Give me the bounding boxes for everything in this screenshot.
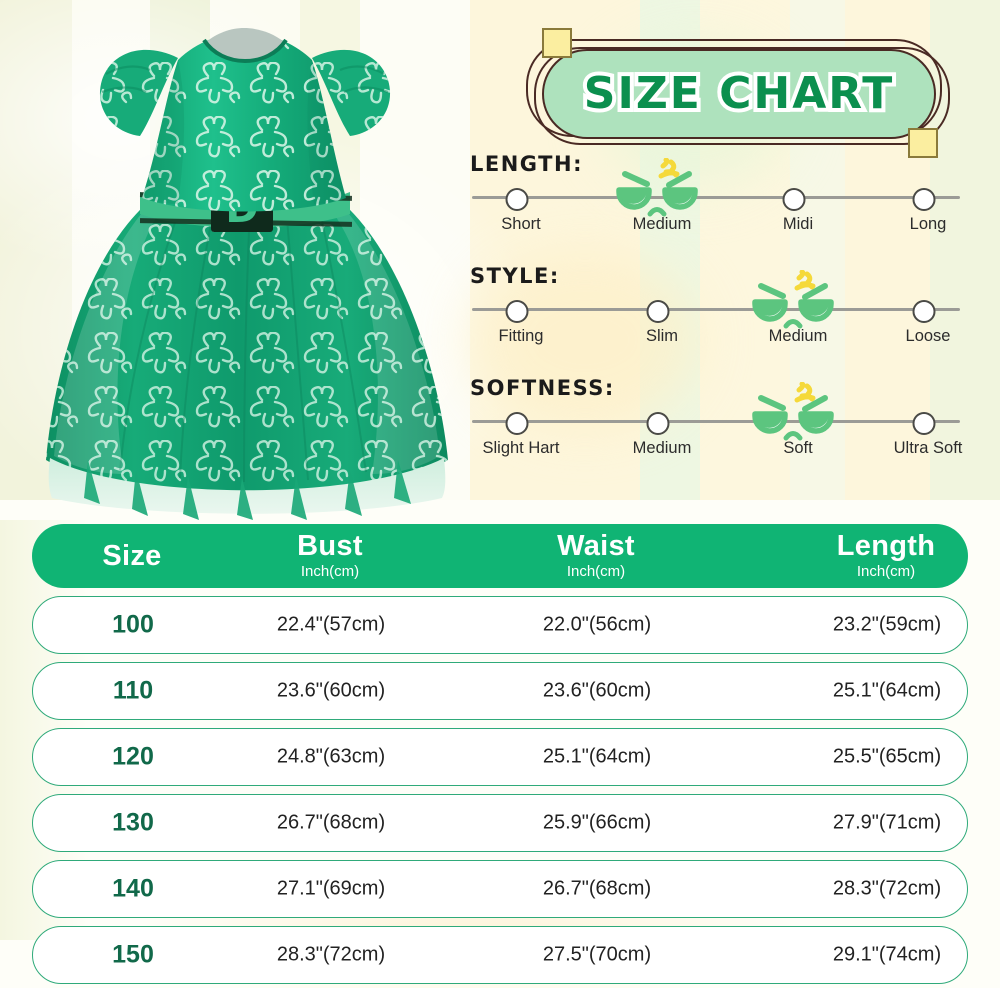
table-header-title: Size xyxy=(102,539,162,572)
cell-bust: 23.6"(60cm) xyxy=(276,679,386,702)
table-header-unit: Inch(cm) xyxy=(566,562,626,580)
length-slider-label-2[interactable]: Midi xyxy=(782,215,814,233)
cell-length: 25.1"(64cm) xyxy=(832,679,942,702)
style-slider-selected-marker[interactable] xyxy=(739,269,849,332)
style-slider-labels: Fitting Slim Medium Loose xyxy=(468,327,968,353)
softness-slider-dot-0[interactable] xyxy=(505,412,529,435)
softness-slider-labels: Slight Hart Medium Soft Ultra Soft xyxy=(468,439,968,465)
banner-corner-square-bottomright xyxy=(908,128,938,158)
cell-length: 29.1"(74cm) xyxy=(832,943,942,966)
cell-waist: 23.6"(60cm) xyxy=(542,679,652,702)
softness-slider[interactable]: SOFTNESS: Slight Hart Medium Soft Ultra Sof… xyxy=(468,376,968,488)
cell-bust: 27.1"(69cm) xyxy=(276,877,386,900)
table-row[interactable]: 150 28.3"(72cm) 27.5"(70cm) 29.1"(74cm) xyxy=(32,926,968,984)
cell-size: 100 xyxy=(112,610,154,639)
attribute-sliders: LENGTH: Short Medium Midi Long STYLE: xyxy=(468,152,968,512)
style-slider-label-1[interactable]: Slim xyxy=(645,327,679,345)
happy-face-icon xyxy=(616,157,698,217)
cell-length: 27.9"(71cm) xyxy=(832,811,942,834)
length-slider-label-1[interactable]: Medium xyxy=(632,215,692,233)
style-slider-label-3[interactable]: Loose xyxy=(905,327,951,345)
softness-slider-track[interactable] xyxy=(472,381,960,441)
style-slider[interactable]: STYLE: Fitting Slim Medium Loose xyxy=(468,264,968,376)
length-slider-dot-0[interactable] xyxy=(505,188,529,211)
softness-slider-label-1[interactable]: Medium xyxy=(632,439,692,457)
table-header-waist: Waist Inch(cm) xyxy=(557,531,635,580)
softness-slider-label-3[interactable]: Ultra Soft xyxy=(893,439,963,457)
cell-bust: 26.7"(68cm) xyxy=(276,811,386,834)
happy-face-icon xyxy=(752,381,834,441)
length-slider[interactable]: LENGTH: Short Medium Midi Long xyxy=(468,152,968,264)
banner-title-text: SIZE CHART xyxy=(584,68,894,119)
style-slider-track-line xyxy=(472,308,960,311)
softness-slider-track-line xyxy=(472,420,960,423)
softness-slider-label-0[interactable]: Slight Hart xyxy=(482,439,560,457)
style-slider-dot-0[interactable] xyxy=(505,300,529,323)
softness-slider-dot-3[interactable] xyxy=(912,412,936,435)
table-header-title: Bust xyxy=(297,530,363,563)
banner-title-svg: SIZE CHART xyxy=(580,64,896,123)
table-header-unit: Inch(cm) xyxy=(300,562,360,580)
banner-frame-inner xyxy=(534,47,950,145)
banner-corner-square-topleft xyxy=(542,28,572,58)
style-slider-label-0[interactable]: Fitting xyxy=(498,327,544,345)
style-slider-track[interactable] xyxy=(472,269,960,329)
style-slider-dot-1[interactable] xyxy=(646,300,670,323)
length-slider-track-line xyxy=(472,196,960,199)
table-row[interactable]: 130 26.7"(68cm) 25.9"(66cm) 27.9"(71cm) xyxy=(32,794,968,852)
cell-waist: 25.9"(66cm) xyxy=(542,811,652,834)
cell-size: 110 xyxy=(112,676,154,705)
cell-length: 28.3"(72cm) xyxy=(832,877,942,900)
table-header-unit: Inch(cm) xyxy=(856,562,916,580)
length-slider-selected-marker[interactable] xyxy=(603,157,713,220)
cell-bust: 24.8"(63cm) xyxy=(276,745,386,768)
table-row[interactable]: 140 27.1"(69cm) 26.7"(68cm) 28.3"(72cm) xyxy=(32,860,968,918)
cell-waist: 22.0"(56cm) xyxy=(542,613,652,636)
length-slider-track[interactable] xyxy=(472,157,960,217)
style-slider-label-2[interactable]: Medium xyxy=(768,327,828,345)
table-row[interactable]: 100 22.4"(57cm) 22.0"(56cm) 23.2"(59cm) xyxy=(32,596,968,654)
cell-waist: 25.1"(64cm) xyxy=(542,745,652,768)
title-banner: SIZE CHART xyxy=(520,28,952,158)
style-slider-dot-3[interactable] xyxy=(912,300,936,323)
cell-size: 130 xyxy=(112,808,154,837)
length-slider-dot-2[interactable] xyxy=(782,188,806,211)
background-blob-2 xyxy=(470,250,700,430)
cell-waist: 26.7"(68cm) xyxy=(542,877,652,900)
cell-size: 140 xyxy=(112,874,154,903)
happy-face-icon xyxy=(752,269,834,329)
cell-size: 120 xyxy=(112,742,154,771)
table-body: 100 22.4"(57cm) 22.0"(56cm) 23.2"(59cm) 110 2… xyxy=(32,596,968,984)
style-slider-heading: STYLE: xyxy=(470,264,560,288)
cell-waist: 27.5"(70cm) xyxy=(542,943,652,966)
length-slider-labels: Short Medium Midi Long xyxy=(468,215,968,241)
softness-slider-dot-1[interactable] xyxy=(646,412,670,435)
cell-bust: 22.4"(57cm) xyxy=(276,613,386,636)
length-slider-heading: LENGTH: xyxy=(470,152,583,176)
softness-slider-selected-marker[interactable] xyxy=(739,381,849,444)
cell-bust: 28.3"(72cm) xyxy=(276,943,386,966)
cell-length: 25.5"(65cm) xyxy=(832,745,942,768)
table-header-title: Length xyxy=(836,530,936,563)
table-header-title: Waist xyxy=(557,530,635,563)
table-row[interactable]: 120 24.8"(63cm) 25.1"(64cm) 25.5"(65cm) xyxy=(32,728,968,786)
softness-slider-heading: SOFTNESS: xyxy=(470,376,615,400)
table-header-row: Size Bust Inch(cm) Waist Inch(cm) Length Inch(… xyxy=(32,524,968,588)
size-table: Size Bust Inch(cm) Waist Inch(cm) Length Inch(… xyxy=(32,524,968,988)
softness-slider-label-2[interactable]: Soft xyxy=(783,439,813,457)
table-header-size: Size xyxy=(102,539,162,572)
table-row[interactable]: 110 23.6"(60cm) 23.6"(60cm) 25.1"(64cm) xyxy=(32,662,968,720)
product-dress-image: D xyxy=(28,8,468,520)
banner-pill: SIZE CHART xyxy=(542,49,936,139)
table-header-length: Length Inch(cm) xyxy=(837,531,935,580)
length-slider-label-3[interactable]: Long xyxy=(909,215,947,233)
table-header-bust: Bust Inch(cm) xyxy=(297,531,363,580)
length-slider-dot-3[interactable] xyxy=(912,188,936,211)
cell-length: 23.2"(59cm) xyxy=(832,613,942,636)
length-slider-label-0[interactable]: Short xyxy=(501,215,541,233)
cell-size: 150 xyxy=(112,940,154,969)
